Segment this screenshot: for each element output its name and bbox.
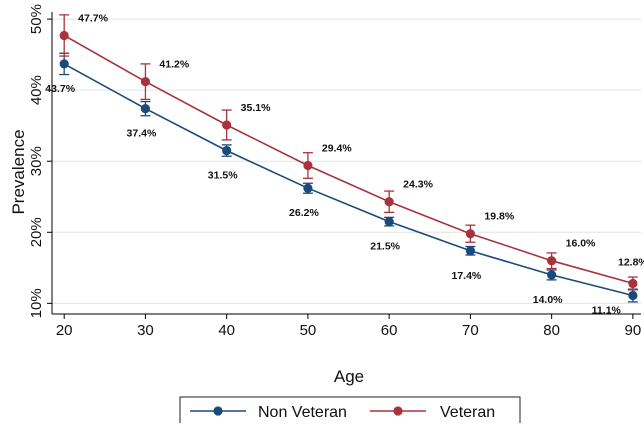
x-tick-label: 50 [300, 322, 317, 339]
data-label: 11.1% [592, 305, 622, 317]
data-label: 19.8% [484, 211, 514, 223]
data-point [59, 30, 69, 41]
data-point [303, 160, 313, 171]
data-point [303, 183, 313, 193]
grid-lines [52, 18, 641, 304]
data-label: 37.4% [127, 128, 157, 140]
data-point [547, 256, 557, 266]
y-tick-label: 30% [28, 146, 45, 176]
y-tick-label: 10% [28, 288, 45, 318]
data-point [465, 246, 475, 256]
legend-marker [213, 406, 223, 416]
data-label: 47.7% [78, 12, 108, 24]
data-label: 12.8% [618, 256, 644, 268]
x-tick-label: 40 [218, 322, 235, 339]
data-point [222, 120, 232, 130]
legend-label: Non Veteran [258, 404, 347, 421]
legend-marker [393, 406, 403, 416]
series-line [63, 63, 634, 297]
x-axis-title: Age [334, 367, 364, 386]
data-point [384, 217, 394, 227]
series-line [63, 34, 634, 285]
data-labels: 43.7% 37.4% 31.5% 26.2% 21.5% 17.4% 14.0% 11.1%… [45, 12, 644, 316]
y-tick-label: 20% [28, 217, 45, 247]
y-tick-label: 50% [28, 4, 45, 34]
data-point [222, 145, 232, 156]
data-label: 24.3% [403, 179, 433, 191]
x-tick-label: 80 [543, 322, 560, 339]
x-tick-label: 90 [625, 322, 642, 339]
data-label: 43.7% [45, 83, 75, 95]
x-tick-label: 30 [137, 322, 154, 339]
data-label: 26.2% [289, 207, 319, 219]
x-tick-label: 60 [381, 322, 398, 339]
data-label: 35.1% [241, 102, 271, 114]
legend-label: Veteran [440, 404, 495, 421]
data-point [465, 229, 475, 239]
data-point [59, 59, 69, 69]
axes: 10% 20% 30% 40% 50% 20 30 40 50 60 70 80 90 [28, 4, 641, 339]
x-tick-label: 20 [56, 322, 73, 339]
data-label: 14.0% [533, 294, 563, 306]
y-axis-title: Prevalence [9, 129, 28, 214]
data-label: 31.5% [208, 170, 238, 182]
data-label: 29.4% [322, 142, 352, 154]
data-point [547, 270, 557, 280]
y-tick-label: 40% [28, 75, 45, 105]
data-label: 41.2% [159, 59, 189, 71]
data-point [140, 104, 151, 114]
data-label: 17.4% [452, 270, 482, 282]
data-point [628, 278, 638, 289]
data-label: 16.0% [566, 238, 596, 250]
data-point [140, 77, 151, 87]
data-label: 21.5% [370, 241, 400, 253]
x-tick-label: 70 [462, 322, 479, 339]
series-group [59, 14, 638, 303]
legend: Non Veteran Veteran [179, 396, 521, 426]
data-point [628, 290, 638, 301]
data-point [384, 197, 394, 207]
